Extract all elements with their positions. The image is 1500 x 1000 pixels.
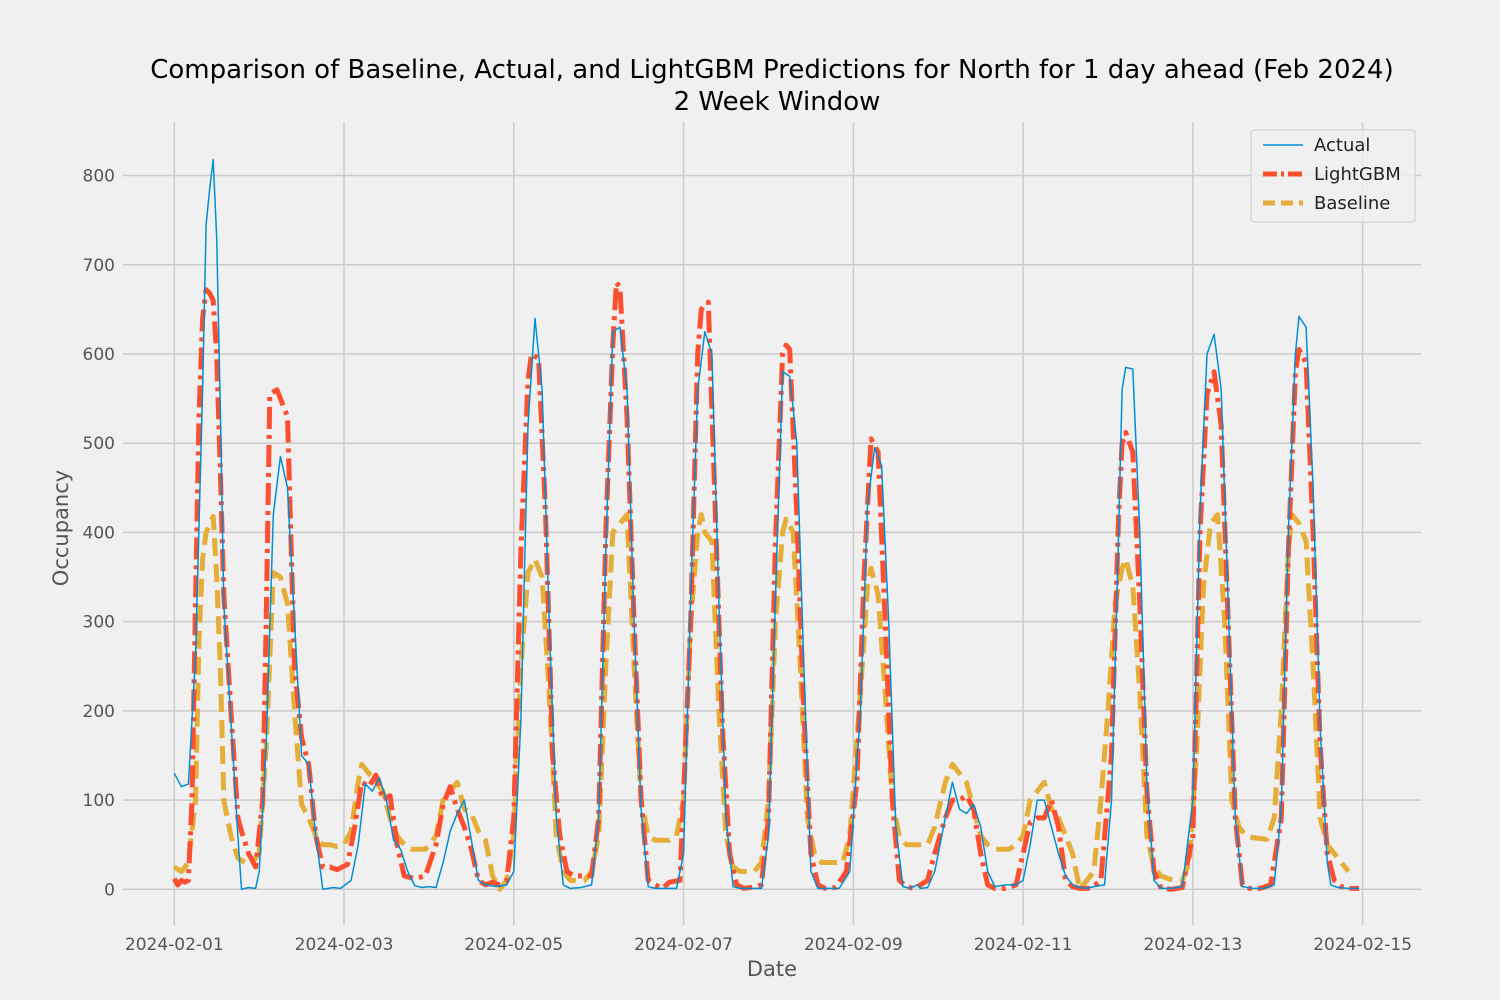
legend-label-actual: Actual xyxy=(1314,135,1370,156)
x-tick-label: 2024-02-15 xyxy=(1313,935,1412,955)
y-tick-label: 800 xyxy=(83,167,115,187)
chart-subtitle: 2 Week Window xyxy=(674,87,881,117)
y-tick-label: 600 xyxy=(83,345,115,365)
x-tick-label: 2024-02-01 xyxy=(125,935,224,955)
y-axis-label: Occupancy xyxy=(49,470,73,586)
legend-label-lightgbm: LightGBM xyxy=(1314,164,1401,185)
y-tick-label: 700 xyxy=(83,256,115,276)
series-lines xyxy=(172,158,1360,892)
y-tick-label: 0 xyxy=(104,880,115,900)
y-tick-label: 300 xyxy=(83,613,115,633)
y-tick-label: 200 xyxy=(83,702,115,722)
x-tick-label: 2024-02-09 xyxy=(804,935,903,955)
x-tick-label: 2024-02-07 xyxy=(634,935,733,955)
x-tick-label: 2024-02-13 xyxy=(1143,935,1242,955)
legend: Actual LightGBM Baseline xyxy=(1250,129,1416,223)
chart-title: Comparison of Baseline, Actual, and Ligh… xyxy=(150,55,1394,85)
x-tick-label: 2024-02-11 xyxy=(974,935,1073,955)
y-tick-label: 400 xyxy=(83,523,115,543)
series-line-lightgbm xyxy=(172,280,1360,892)
series-line-baseline xyxy=(172,512,1351,892)
legend-label-baseline: Baseline xyxy=(1314,193,1390,214)
series-line-actual xyxy=(173,158,1360,891)
tick-labels: 0 100 200 300 400 500 600 700 800 2024-02-01 2024-… xyxy=(83,167,1412,955)
y-tick-label: 100 xyxy=(83,791,115,811)
y-tick-label: 500 xyxy=(83,434,115,454)
x-tick-label: 2024-02-05 xyxy=(464,935,563,955)
x-axis-label: Date xyxy=(747,957,797,981)
legend-box xyxy=(1250,129,1416,223)
x-tick-label: 2024-02-03 xyxy=(295,935,394,955)
